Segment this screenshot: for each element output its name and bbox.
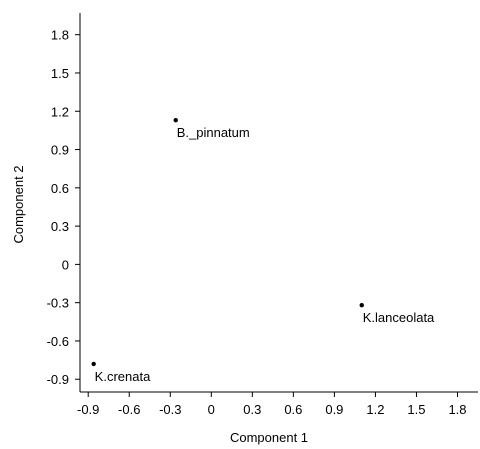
- axes: [79, 13, 478, 393]
- y-tick-label: 0: [62, 257, 69, 272]
- y-tick-label: 1.2: [51, 104, 69, 119]
- x-tick-label: 0.3: [243, 402, 261, 417]
- y-tick-label: 0.3: [51, 219, 69, 234]
- y-tick-label: -0.9: [47, 372, 69, 387]
- data-point: [359, 303, 364, 308]
- x-axis-title: Component 1: [230, 430, 308, 445]
- data-point: [173, 117, 178, 123]
- x-tick-label: -0.3: [159, 402, 181, 417]
- x-tick-label: 1.2: [366, 402, 384, 417]
- x-tick-label: 0: [208, 402, 215, 417]
- y-ticks: -0.9 -0.6 -0.3 0 0.3 0.6 0.9 1.2 1.5 1.8: [47, 28, 80, 387]
- x-tick-label: 0.6: [284, 402, 302, 417]
- data-points: B._pinnatum K.lanceolata K.crenata: [91, 117, 435, 384]
- x-ticks: -0.9 -0.6 -0.3 0 0.3 0.6 0.9 1.2 1.5 1.8: [77, 392, 467, 417]
- x-tick-label: 0.9: [325, 402, 343, 417]
- y-tick-label: 1.5: [51, 66, 69, 81]
- x-tick-label: -0.9: [77, 402, 99, 417]
- point-label: B._pinnatum: [177, 125, 250, 140]
- x-tick-label: 1.8: [448, 402, 466, 417]
- y-tick-label: -0.6: [47, 334, 69, 349]
- x-tick-label: -0.6: [118, 402, 140, 417]
- y-axis-title: Component 2: [11, 165, 26, 243]
- y-tick-label: 0.6: [51, 181, 69, 196]
- point-label: K.lanceolata: [363, 310, 435, 325]
- x-tick-label: 1.5: [407, 402, 425, 417]
- y-tick-label: 1.8: [51, 28, 69, 43]
- y-tick-label: 0.9: [51, 143, 69, 158]
- y-tick-label: -0.3: [47, 296, 69, 311]
- data-point: [91, 361, 96, 367]
- point-label: K.crenata: [95, 369, 151, 384]
